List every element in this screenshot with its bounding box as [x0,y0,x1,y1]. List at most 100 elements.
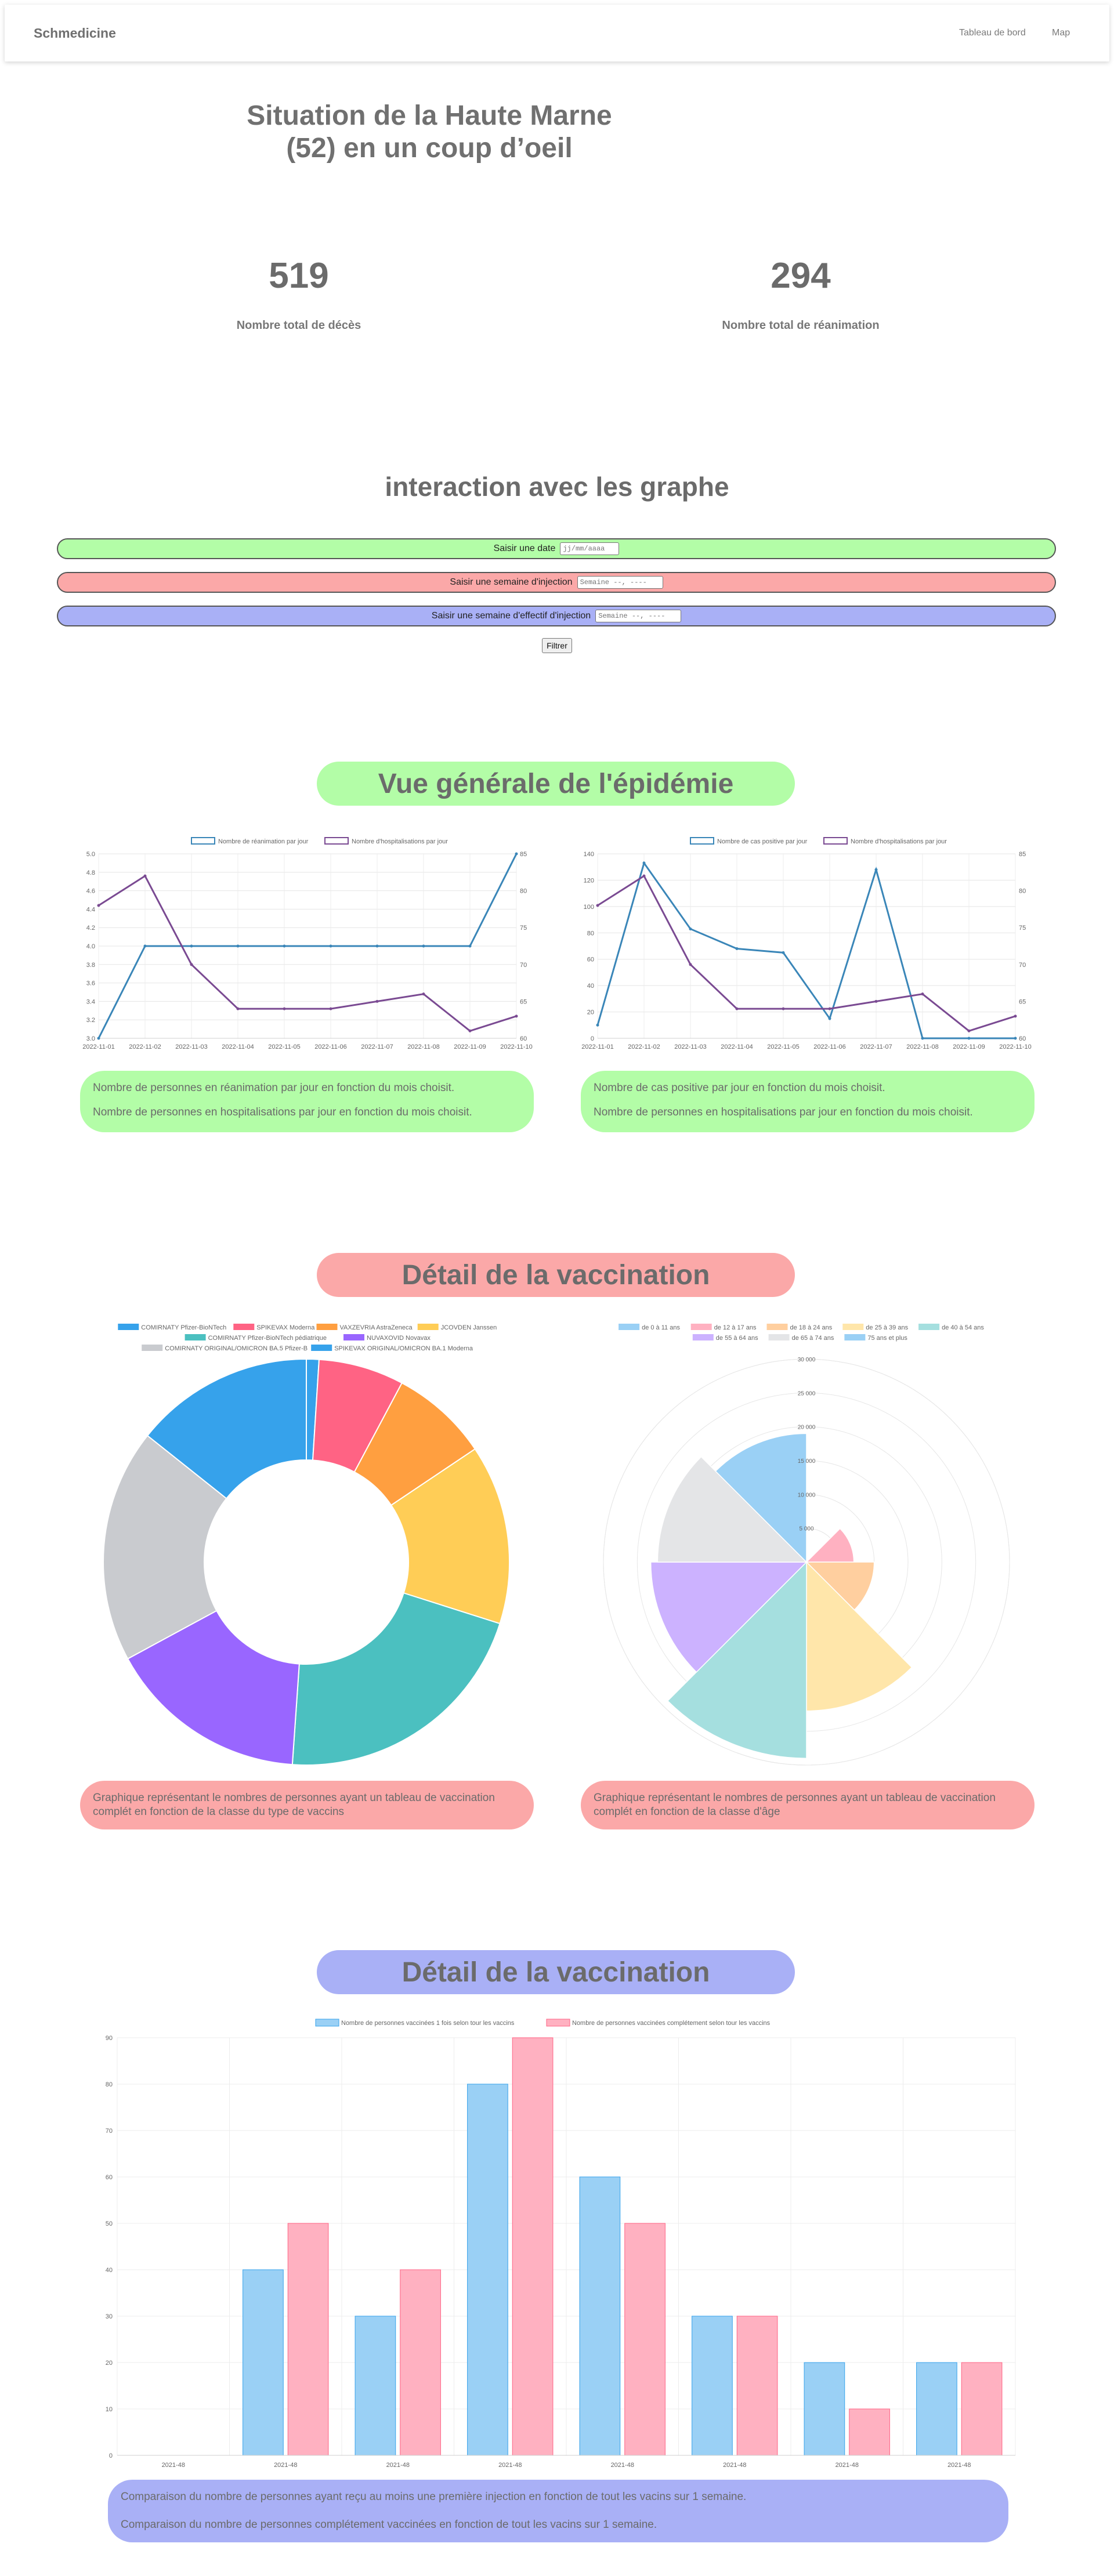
week-injection-input[interactable] [577,576,663,589]
legend-swatch [690,1324,712,1330]
brand-logo[interactable]: Schmedicine [34,26,116,41]
chart-weekly: Nombre de personnes vaccinées 1 fois sel… [106,2019,1016,2469]
legend-swatch [823,837,848,845]
legend-label: de 65 à 74 ans [792,1335,834,1342]
polar-tick: 30 000 [798,1357,816,1363]
caption-weekly-line2: Comparaison du nombre de personnes compl… [121,2519,657,2531]
legend-label: COMIRNATY Pfizer-BioNTech [141,1324,226,1331]
y-tick: 80 [106,2081,113,2088]
y-tick-right: 60 [520,1035,527,1042]
data-point [283,1007,286,1010]
polar-tick: 20 000 [798,1425,816,1431]
polar-tick: 15 000 [798,1458,816,1465]
data-point [689,963,692,966]
x-tick: 2022-11-06 [813,1044,845,1050]
bar [355,2316,396,2456]
caption-rea-line1: Nombre de personnes en réanimation par j… [93,1082,455,1094]
date-input[interactable] [560,542,620,555]
legend-label: Nombre d'hospitalisations par jour [851,838,947,845]
series-line [596,861,1015,1039]
legend-swatch [324,837,349,845]
caption-cases-hosp: Nombre de cas positive par jour en fonct… [581,1071,1035,1132]
data-point [97,1037,100,1040]
week-effect-input[interactable] [595,610,682,622]
y-tick-left: 3.6 [86,980,95,987]
legend-swatch [918,1324,940,1330]
caption-vaccine-age: Graphique représentant le nombres de per… [581,1781,1035,1829]
y-tick: 70 [106,2128,113,2135]
donut-slice [103,1434,227,1660]
bar [287,2223,329,2456]
polar-tick: 5 000 [799,1526,813,1532]
x-tick: 2021-48 [836,2462,859,2469]
y-tick: 60 [106,2174,113,2181]
y-tick: 40 [106,2267,113,2274]
section-vaccination-weekly-title: Détail de la vaccination [317,1950,795,1994]
y-tick-right: 65 [1019,998,1026,1005]
legend-swatch [316,1324,338,1330]
legend-label: JCOVDEN Janssen [441,1324,497,1331]
x-tick: 2021-48 [498,2462,522,2469]
polar-tick: 10 000 [798,1492,816,1498]
x-tick: 2021-48 [274,2462,297,2469]
x-tick: 2021-48 [162,2462,185,2469]
x-tick: 2022-11-01 [581,1044,613,1050]
x-tick: 2022-11-04 [721,1044,753,1050]
filter-date-bar: Saisir une date [57,538,1056,559]
x-tick: 2022-11-09 [454,1044,486,1050]
legend-label: Nombre de personnes vaccinées compléteme… [572,2020,771,2027]
y-tick-left: 60 [587,957,594,963]
bar [736,2316,778,2456]
polar-slice [667,1561,807,1759]
y-tick: 50 [106,2220,113,2227]
x-tick: 2022-11-08 [906,1044,938,1050]
legend-swatch [311,1345,332,1351]
y-tick-left: 3.8 [86,962,95,969]
y-tick-left: 20 [587,1009,594,1016]
section-epidemic-title: Vue générale de l'épidémie [317,762,795,806]
filter-button[interactable]: Filtrer [542,638,572,653]
x-tick: 2022-11-02 [129,1044,161,1050]
y-tick-left: 4.0 [86,943,95,950]
y-tick-left: 40 [587,983,594,990]
bar [961,2362,1003,2456]
x-tick: 2022-11-07 [361,1044,393,1050]
legend-label: VAXZEVRIA AstraZeneca [340,1324,413,1331]
legend-swatch [315,2019,339,2027]
bar [849,2408,890,2456]
nav-link-map[interactable]: Map [1052,28,1070,38]
legend-swatch [142,1345,163,1351]
y-tick-right: 85 [520,851,527,858]
filter-date-label: Saisir une date [493,544,556,553]
nav-link-dashboard[interactable]: Tableau de bord [959,28,1026,38]
data-point [735,947,739,951]
data-point [967,1037,971,1040]
data-point [735,1007,739,1010]
x-tick: 2022-11-10 [999,1044,1031,1050]
legend-label: SPIKEVAX ORIGINAL/OMICRON BA.1 Moderna [334,1345,473,1352]
legend-label: de 40 à 54 ans [942,1324,984,1331]
navbar: Schmedicine Tableau de bord Map [5,5,1109,61]
bar [804,2362,845,2456]
data-point [1014,1037,1017,1040]
polar-slice [657,1456,808,1563]
page-title: Situation de la Haute Marne (52) en un c… [247,100,612,164]
bar [467,2084,508,2456]
data-point [921,1037,924,1040]
caption-cases-line2: Nombre de personnes en hospitalisations … [594,1106,973,1118]
data-point [689,927,692,930]
data-point [515,1015,518,1018]
kpi-icu-value: 294 [771,256,831,296]
filter-week-effect-label: Saisir une semaine d'effectif d'injectio… [431,611,591,621]
legend-label: de 55 à 64 ans [716,1335,758,1342]
x-tick: 2022-11-07 [860,1044,892,1050]
data-point [143,874,147,878]
y-tick-right: 65 [520,998,527,1005]
data-point [422,944,425,948]
legend-label: COMIRNATY Pfizer-BioNTech pédiatrique [208,1335,327,1342]
chart-vaccine-type: COMIRNATY Pfizer-BioNTech SPIKEVAX Modern… [103,1324,510,1766]
data-point [329,944,332,948]
kpi-icu-label: Nombre total de réanimation [722,319,880,332]
data-point [782,951,785,954]
x-tick: 2022-11-03 [175,1044,207,1050]
